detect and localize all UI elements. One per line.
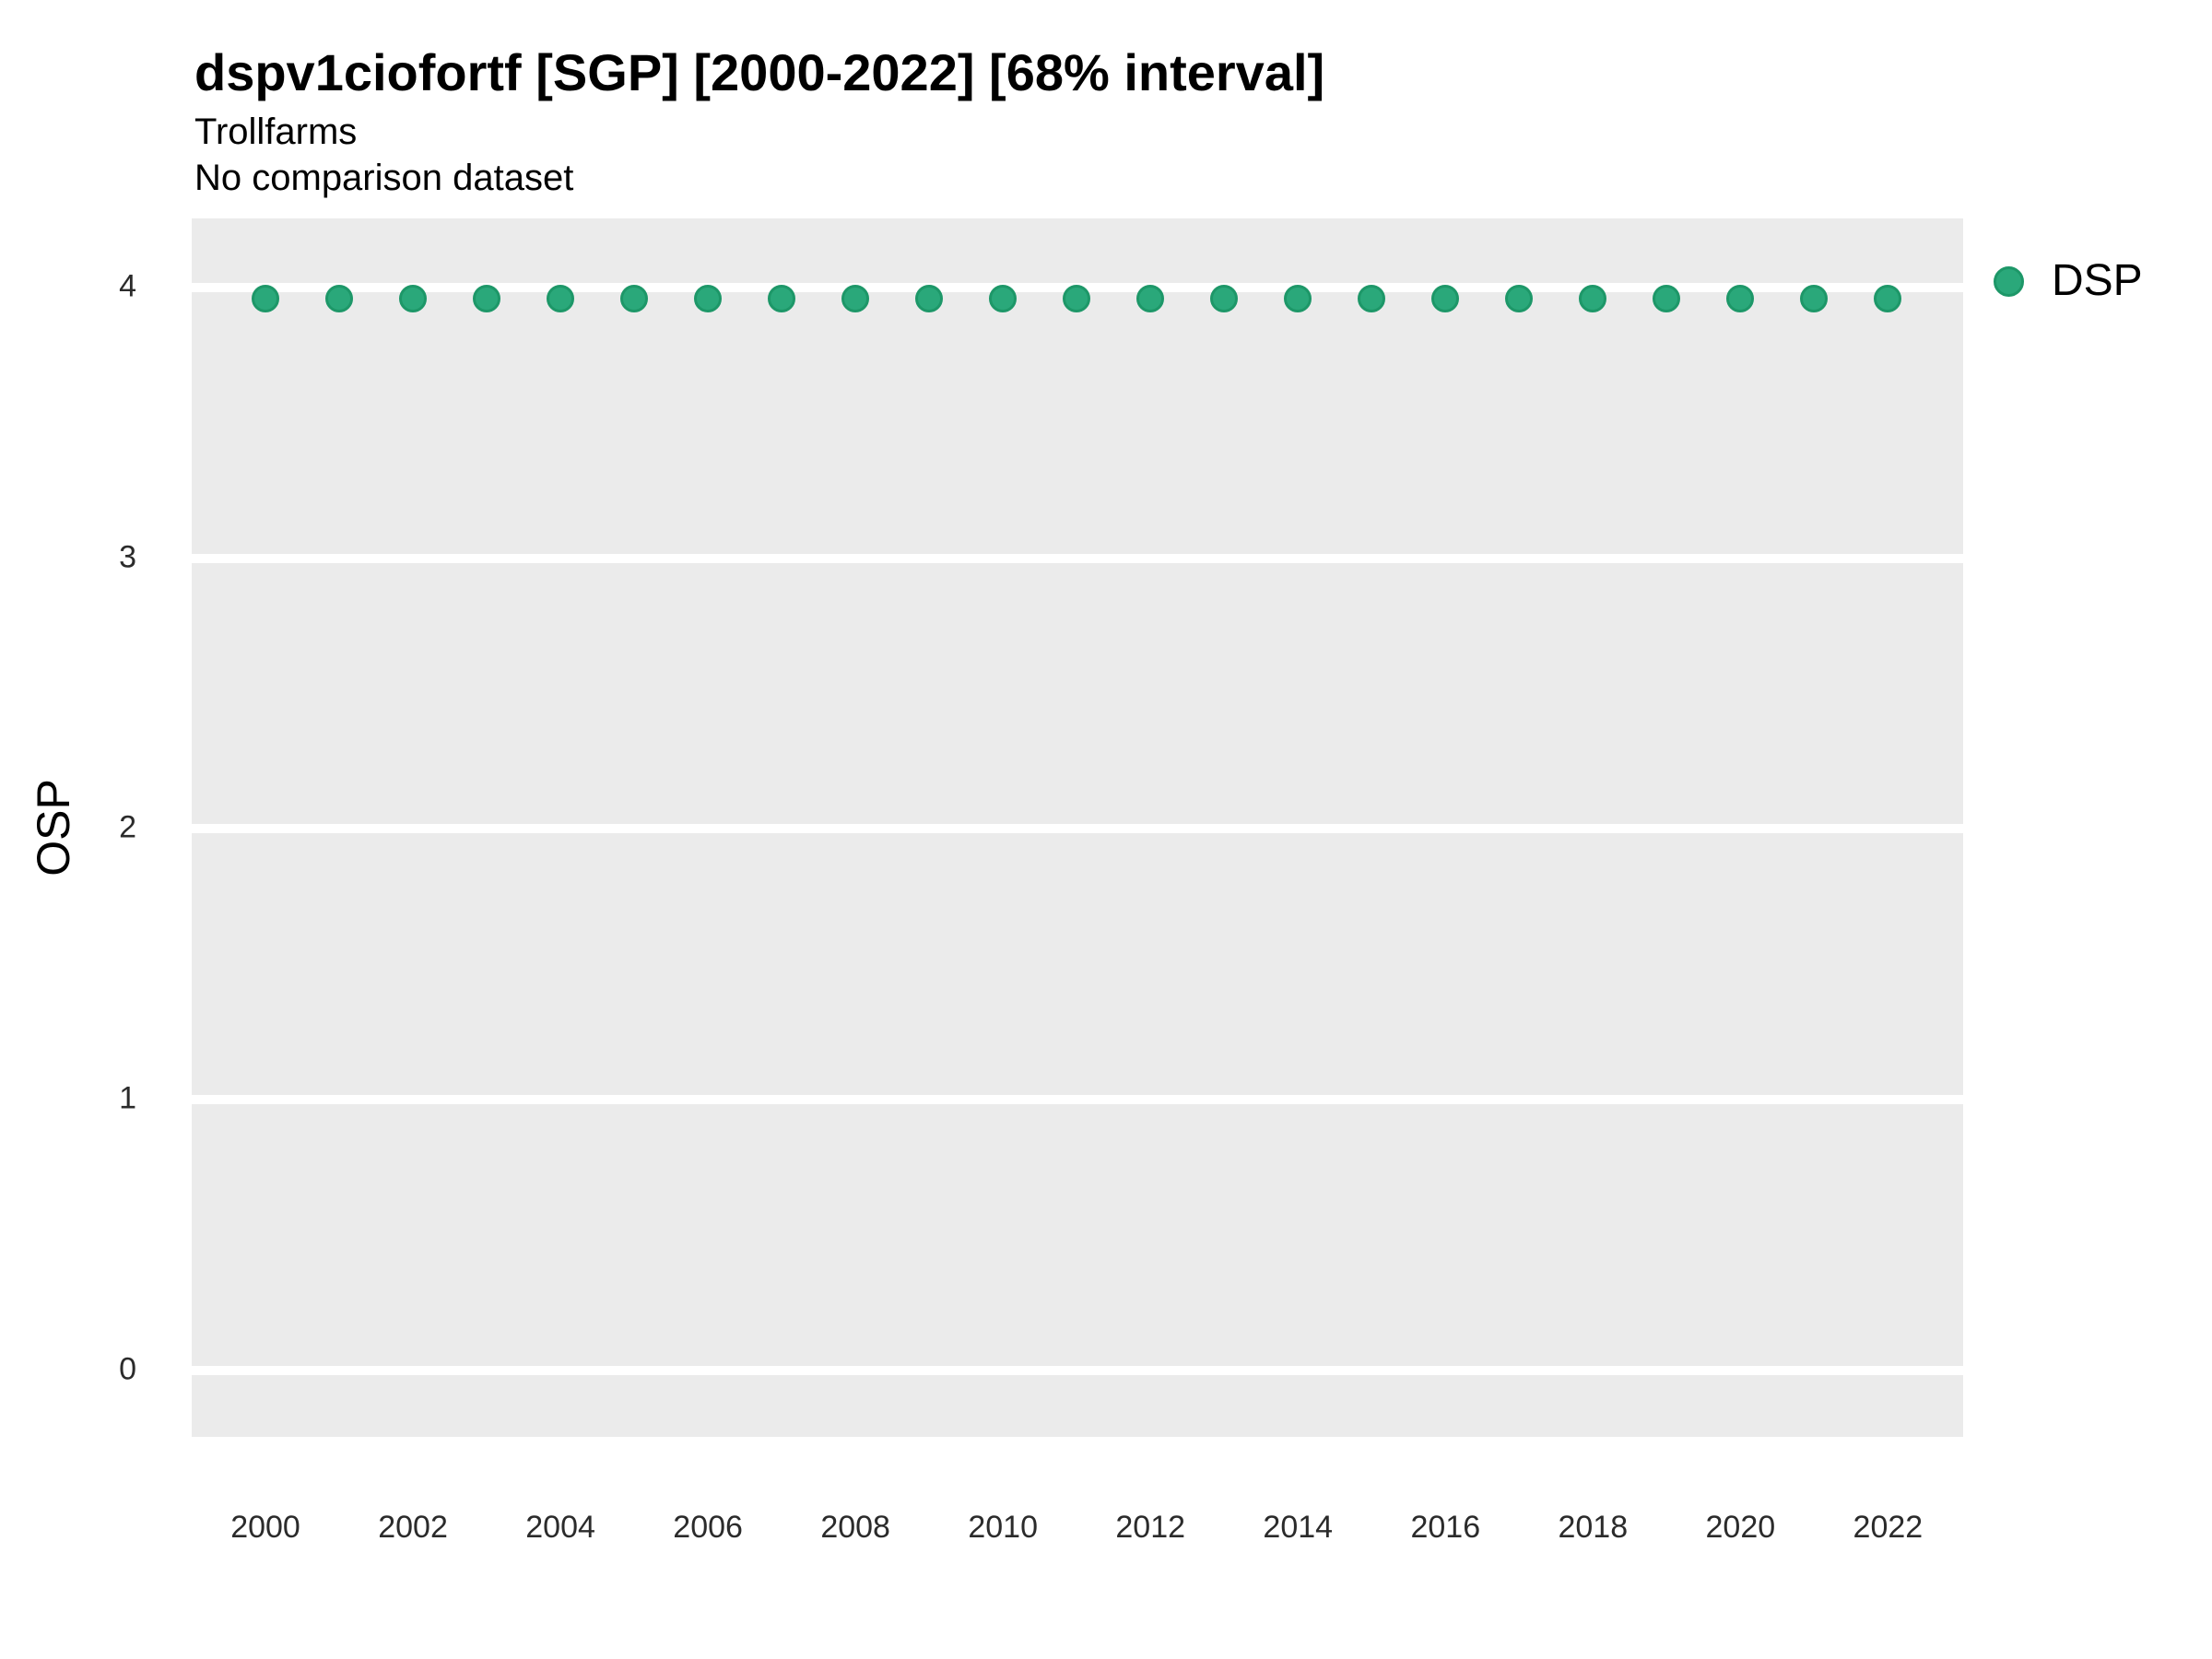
data-point-2010 — [989, 284, 1018, 312]
y-tick-label-2: 2 — [119, 810, 136, 846]
x-tick-label-2022: 2022 — [1853, 1510, 1924, 1545]
y-tick-label-0: 0 — [119, 1351, 136, 1387]
x-tick-label-2018: 2018 — [1558, 1510, 1629, 1545]
major-gridline-y0 — [192, 1366, 1963, 1376]
major-gridline-y2 — [192, 824, 1963, 834]
data-point-2007 — [768, 284, 796, 312]
data-point-2000 — [252, 284, 280, 312]
data-point-2012 — [1136, 284, 1165, 312]
comparison-note: No comparison dataset — [194, 158, 574, 198]
data-point-2020 — [1726, 284, 1755, 312]
data-point-2015 — [1358, 284, 1386, 312]
data-point-2004 — [547, 284, 575, 312]
data-point-2014 — [1284, 284, 1312, 312]
data-point-2018 — [1579, 284, 1607, 312]
data-point-2002 — [399, 284, 428, 312]
legend-label: DSP — [2052, 256, 2143, 305]
plot-panel — [192, 218, 1963, 1437]
x-tick-label-2010: 2010 — [968, 1510, 1038, 1545]
x-tick-label-2016: 2016 — [1410, 1510, 1481, 1545]
data-point-2016 — [1431, 284, 1460, 312]
data-point-2013 — [1210, 284, 1239, 312]
data-point-2001 — [325, 284, 354, 312]
data-point-2009 — [915, 284, 944, 312]
y-tick-label-3: 3 — [119, 539, 136, 575]
chart-title: dspv1ciofortf [SGP] [2000-2022] [68% int… — [194, 43, 1325, 101]
x-tick-label-2002: 2002 — [378, 1510, 448, 1545]
data-point-2006 — [694, 284, 723, 312]
major-gridline-y3 — [192, 553, 1963, 563]
y-tick-label-1: 1 — [119, 1080, 136, 1116]
data-point-2008 — [841, 284, 870, 312]
x-tick-label-2000: 2000 — [230, 1510, 300, 1545]
data-point-2003 — [473, 284, 501, 312]
data-point-2019 — [1653, 284, 1681, 312]
data-point-2017 — [1505, 284, 1534, 312]
chart-subtitle: Trollfarms — [194, 112, 358, 152]
major-gridline-y1 — [192, 1095, 1963, 1105]
legend-circle-icon — [1994, 265, 2024, 297]
x-tick-label-2004: 2004 — [525, 1510, 595, 1545]
data-point-2021 — [1800, 284, 1829, 312]
data-point-2011 — [1063, 284, 1091, 312]
data-point-2005 — [620, 284, 649, 312]
x-tick-label-2020: 2020 — [1705, 1510, 1776, 1545]
x-tick-label-2014: 2014 — [1263, 1510, 1334, 1545]
data-point-2022 — [1874, 284, 1902, 312]
x-tick-label-2012: 2012 — [1115, 1510, 1186, 1545]
x-tick-label-2006: 2006 — [673, 1510, 743, 1545]
legend: DSP — [1994, 259, 2143, 303]
x-tick-label-2008: 2008 — [820, 1510, 890, 1545]
y-tick-label-4: 4 — [119, 268, 136, 304]
